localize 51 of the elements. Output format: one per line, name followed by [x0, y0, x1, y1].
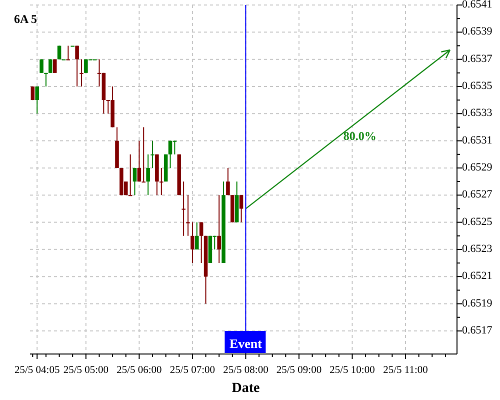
y-tick-label: 0.6523: [462, 242, 493, 255]
candlestick: [168, 140, 172, 168]
y-tick-label: 0.6529: [462, 161, 493, 174]
y-tick-label: 0.6519: [462, 297, 493, 310]
candlestick: [142, 126, 146, 183]
candlestick: [239, 194, 244, 223]
candlestick: [75, 45, 79, 87]
y-tick-label: 0.6527: [462, 188, 493, 201]
candlestick: [137, 140, 142, 182]
candlestick: [146, 154, 150, 196]
ref-line-label: Event: [229, 336, 263, 351]
y-tick-label: 0.6525: [462, 216, 493, 228]
candlestick: [57, 45, 62, 60]
candlestick: [35, 86, 39, 114]
candlestick: [52, 58, 57, 74]
y-tick-label: 0.6539: [462, 26, 493, 38]
candlestick: [160, 167, 164, 196]
candlestick: [132, 167, 137, 196]
y-tick-label: 0.6517: [462, 324, 493, 336]
candlestick: [128, 154, 132, 196]
candlestick: [226, 167, 230, 196]
candlestick: [217, 194, 221, 264]
x-tick-label: 25/5 08:00: [223, 365, 268, 376]
x-axis-title: Date: [232, 381, 260, 396]
y-tick-label: 0.6531: [462, 134, 492, 146]
candlestick: [195, 222, 199, 250]
y-tick-label: 0.6535: [462, 80, 493, 92]
candlestick: [172, 140, 177, 155]
x-tick-label: 25/5 05:00: [63, 365, 109, 376]
text: 6A 5: [14, 12, 38, 26]
y-tick-label: 0.6541: [462, 0, 492, 11]
y-tick-label: 0.6521: [462, 270, 492, 282]
candlestick: [40, 58, 44, 74]
y-tick-label: 0.6533: [462, 107, 493, 120]
x-tick-label: 25/5 04:05: [14, 365, 60, 376]
candlestick: [80, 58, 84, 87]
candlestick: [150, 140, 154, 168]
candlestick: [66, 45, 70, 60]
x-tick-label: 25/5 09:00: [276, 365, 322, 376]
y-tick-label: 0.6537: [462, 52, 493, 65]
candlestick: [186, 194, 190, 236]
candlestick: [182, 181, 186, 236]
candlestick: [190, 222, 194, 264]
candlestick: [44, 72, 48, 87]
candlestick: [48, 58, 52, 74]
x-tick-label: 25/5 07:00: [170, 365, 216, 376]
annotation: 80.0%: [343, 129, 376, 144]
x-tick-label: 25/5 10:00: [330, 365, 375, 376]
x-tick-label: 25/5 06:00: [116, 365, 162, 376]
candlestick: [199, 222, 204, 264]
x-tick-label: 25/5 11:00: [383, 365, 428, 376]
